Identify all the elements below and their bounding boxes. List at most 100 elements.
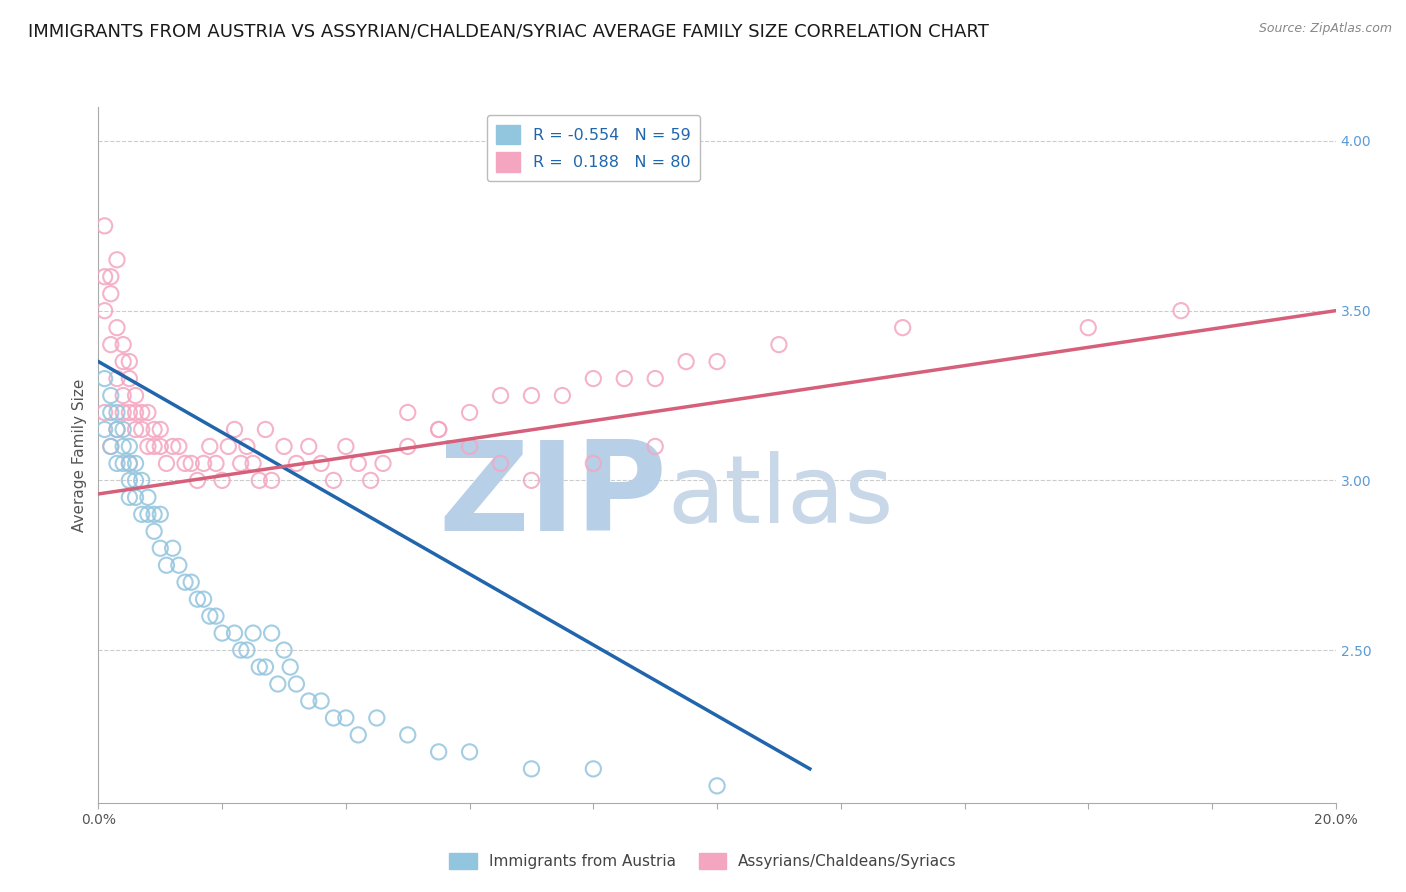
Point bbox=[162, 541, 184, 556]
Point bbox=[396, 439, 419, 453]
Point bbox=[242, 626, 264, 640]
Point bbox=[247, 660, 270, 674]
Point bbox=[347, 457, 370, 471]
Point bbox=[205, 609, 228, 624]
Point bbox=[366, 711, 388, 725]
Text: Source: ZipAtlas.com: Source: ZipAtlas.com bbox=[1258, 22, 1392, 36]
Point bbox=[267, 677, 290, 691]
Point bbox=[582, 457, 605, 471]
Point bbox=[143, 439, 166, 453]
Point bbox=[298, 439, 321, 453]
Y-axis label: Average Family Size: Average Family Size bbox=[72, 378, 87, 532]
Point bbox=[93, 303, 115, 318]
Point bbox=[149, 541, 172, 556]
Point bbox=[143, 508, 166, 522]
Point bbox=[149, 439, 172, 453]
Point bbox=[198, 439, 221, 453]
Point bbox=[211, 474, 233, 488]
Point bbox=[229, 643, 252, 657]
Point bbox=[285, 457, 308, 471]
Point bbox=[155, 457, 177, 471]
Point bbox=[105, 457, 128, 471]
Point bbox=[112, 388, 135, 402]
Point bbox=[254, 660, 277, 674]
Point bbox=[112, 405, 135, 419]
Point bbox=[124, 491, 146, 505]
Point bbox=[644, 439, 666, 453]
Point bbox=[112, 422, 135, 436]
Point bbox=[644, 371, 666, 385]
Point bbox=[93, 422, 115, 436]
Point bbox=[124, 405, 146, 419]
Point bbox=[143, 524, 166, 539]
Point bbox=[174, 575, 197, 590]
Point bbox=[155, 558, 177, 573]
Point bbox=[143, 422, 166, 436]
Point bbox=[105, 422, 128, 436]
Point bbox=[371, 457, 394, 471]
Point bbox=[100, 439, 122, 453]
Point bbox=[613, 371, 636, 385]
Point bbox=[112, 354, 135, 368]
Point bbox=[100, 337, 122, 351]
Point bbox=[458, 745, 481, 759]
Point bbox=[105, 252, 128, 267]
Point bbox=[118, 491, 141, 505]
Point bbox=[520, 762, 543, 776]
Point bbox=[198, 609, 221, 624]
Point bbox=[211, 626, 233, 640]
Point bbox=[427, 745, 450, 759]
Point bbox=[706, 354, 728, 368]
Point bbox=[891, 320, 914, 334]
Point bbox=[186, 474, 208, 488]
Point bbox=[1170, 303, 1192, 318]
Point bbox=[224, 422, 246, 436]
Point bbox=[124, 457, 146, 471]
Point bbox=[105, 371, 128, 385]
Point bbox=[273, 643, 295, 657]
Point bbox=[118, 439, 141, 453]
Point bbox=[236, 439, 259, 453]
Point bbox=[236, 643, 259, 657]
Point bbox=[167, 558, 190, 573]
Point bbox=[458, 439, 481, 453]
Point bbox=[193, 457, 215, 471]
Point bbox=[118, 457, 141, 471]
Point bbox=[242, 457, 264, 471]
Point bbox=[100, 286, 122, 301]
Point bbox=[136, 491, 159, 505]
Text: IMMIGRANTS FROM AUSTRIA VS ASSYRIAN/CHALDEAN/SYRIAC AVERAGE FAMILY SIZE CORRELAT: IMMIGRANTS FROM AUSTRIA VS ASSYRIAN/CHAL… bbox=[28, 22, 988, 40]
Point bbox=[347, 728, 370, 742]
Legend: R = -0.554   N = 59, R =  0.188   N = 80: R = -0.554 N = 59, R = 0.188 N = 80 bbox=[486, 115, 700, 181]
Legend: Immigrants from Austria, Assyrians/Chaldeans/Syriacs: Immigrants from Austria, Assyrians/Chald… bbox=[443, 847, 963, 875]
Point bbox=[149, 508, 172, 522]
Point bbox=[112, 337, 135, 351]
Point bbox=[217, 439, 239, 453]
Point bbox=[335, 439, 357, 453]
Point bbox=[100, 405, 122, 419]
Point bbox=[124, 422, 146, 436]
Point bbox=[100, 269, 122, 284]
Point bbox=[131, 474, 153, 488]
Point bbox=[131, 405, 153, 419]
Point bbox=[205, 457, 228, 471]
Point bbox=[136, 405, 159, 419]
Point bbox=[93, 219, 115, 233]
Point bbox=[100, 388, 122, 402]
Point bbox=[112, 457, 135, 471]
Point bbox=[193, 592, 215, 607]
Point bbox=[93, 269, 115, 284]
Point bbox=[768, 337, 790, 351]
Point bbox=[520, 388, 543, 402]
Point bbox=[260, 474, 283, 488]
Point bbox=[224, 626, 246, 640]
Point bbox=[131, 422, 153, 436]
Point bbox=[100, 439, 122, 453]
Point bbox=[93, 405, 115, 419]
Point bbox=[427, 422, 450, 436]
Point bbox=[278, 660, 301, 674]
Point bbox=[105, 320, 128, 334]
Point bbox=[335, 711, 357, 725]
Point bbox=[309, 457, 332, 471]
Point bbox=[180, 575, 202, 590]
